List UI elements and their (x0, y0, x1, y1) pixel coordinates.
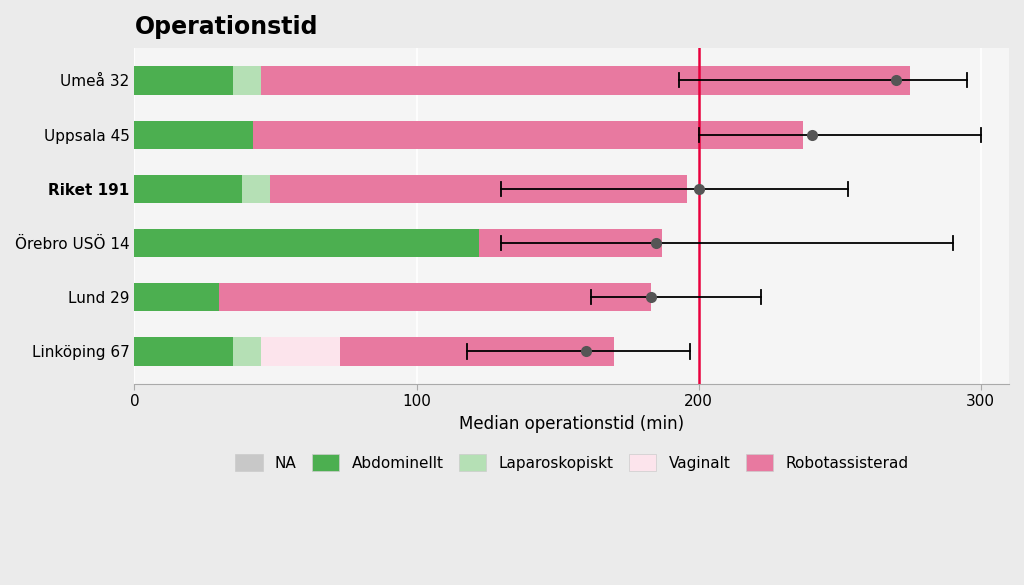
X-axis label: Median operationstid (min): Median operationstid (min) (459, 415, 684, 433)
Text: Operationstid: Operationstid (134, 15, 318, 39)
Bar (253, 121, 803, 149)
Bar (233, 338, 261, 366)
Bar (134, 338, 233, 366)
Bar (340, 338, 614, 366)
Bar (134, 66, 233, 95)
Bar (134, 229, 478, 257)
Bar (261, 66, 910, 95)
Bar (270, 175, 687, 203)
Bar (478, 229, 662, 257)
Bar (219, 283, 650, 311)
Bar (261, 338, 340, 366)
Bar (134, 283, 219, 311)
Bar (233, 66, 261, 95)
Legend: NA, Abdominellt, Laparoskopiskt, Vaginalt, Robotassisterad: NA, Abdominellt, Laparoskopiskt, Vaginal… (229, 448, 914, 477)
Bar (134, 175, 242, 203)
Bar (134, 121, 253, 149)
Bar (242, 175, 270, 203)
